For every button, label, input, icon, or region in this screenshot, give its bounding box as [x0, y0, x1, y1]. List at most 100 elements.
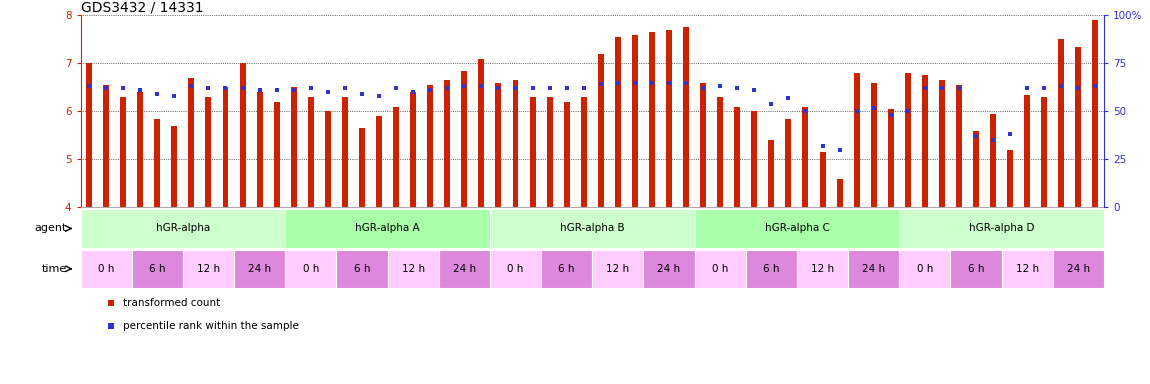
- Bar: [120, 97, 126, 207]
- Bar: [291, 88, 297, 207]
- Bar: [427, 85, 434, 207]
- Text: 0 h: 0 h: [507, 264, 523, 274]
- Bar: [342, 97, 348, 207]
- Bar: [439, 250, 490, 288]
- Bar: [1058, 40, 1065, 207]
- Bar: [746, 250, 797, 288]
- Text: hGR-alpha C: hGR-alpha C: [765, 223, 829, 233]
- Bar: [649, 32, 655, 207]
- Text: 12 h: 12 h: [197, 264, 220, 274]
- Text: hGR-alpha B: hGR-alpha B: [560, 223, 624, 233]
- Bar: [86, 63, 92, 207]
- Bar: [1053, 250, 1104, 288]
- Bar: [785, 119, 791, 207]
- Bar: [1075, 46, 1081, 207]
- Bar: [734, 107, 741, 207]
- Text: GDS3432 / 14331: GDS3432 / 14331: [81, 0, 204, 14]
- Bar: [478, 59, 484, 207]
- Text: 0 h: 0 h: [712, 264, 728, 274]
- Bar: [529, 97, 536, 207]
- Bar: [797, 250, 849, 288]
- Bar: [546, 97, 553, 207]
- Text: transformed count: transformed count: [123, 298, 221, 308]
- Text: 0 h: 0 h: [302, 264, 319, 274]
- Bar: [950, 250, 1002, 288]
- Bar: [81, 209, 285, 248]
- Bar: [956, 85, 963, 207]
- Text: 6 h: 6 h: [968, 264, 984, 274]
- Bar: [376, 116, 382, 207]
- Text: 6 h: 6 h: [559, 264, 575, 274]
- Bar: [751, 111, 758, 207]
- Bar: [206, 97, 212, 207]
- Bar: [615, 37, 621, 207]
- Bar: [256, 92, 262, 207]
- Bar: [222, 88, 229, 207]
- Bar: [359, 128, 365, 207]
- Bar: [581, 97, 586, 207]
- Bar: [104, 85, 109, 207]
- Text: 24 h: 24 h: [862, 264, 886, 274]
- Bar: [683, 27, 689, 207]
- Text: hGR-alpha A: hGR-alpha A: [355, 223, 420, 233]
- Text: 6 h: 6 h: [150, 264, 166, 274]
- Bar: [1025, 94, 1030, 207]
- Text: hGR-alpha: hGR-alpha: [155, 223, 210, 233]
- Text: 12 h: 12 h: [811, 264, 834, 274]
- Text: 12 h: 12 h: [401, 264, 424, 274]
- Bar: [592, 250, 644, 288]
- Bar: [137, 92, 144, 207]
- Bar: [888, 109, 894, 207]
- Bar: [644, 250, 695, 288]
- Bar: [899, 209, 1104, 248]
- Bar: [183, 250, 235, 288]
- Bar: [922, 75, 928, 207]
- Bar: [718, 97, 723, 207]
- Text: percentile rank within the sample: percentile rank within the sample: [123, 321, 299, 331]
- Bar: [836, 179, 843, 207]
- Bar: [81, 250, 132, 288]
- Text: 0 h: 0 h: [98, 264, 114, 274]
- Bar: [285, 209, 490, 248]
- Bar: [461, 71, 467, 207]
- Bar: [1007, 150, 1013, 207]
- Bar: [871, 83, 876, 207]
- Text: 24 h: 24 h: [1067, 264, 1090, 274]
- Bar: [631, 35, 638, 207]
- Bar: [768, 140, 774, 207]
- Bar: [820, 152, 826, 207]
- Bar: [496, 83, 501, 207]
- Bar: [239, 63, 246, 207]
- Text: 6 h: 6 h: [354, 264, 370, 274]
- Bar: [973, 131, 979, 207]
- Text: 12 h: 12 h: [606, 264, 629, 274]
- Bar: [1041, 97, 1048, 207]
- Bar: [666, 30, 672, 207]
- Bar: [990, 114, 996, 207]
- Bar: [899, 250, 950, 288]
- Bar: [411, 92, 416, 207]
- Text: 24 h: 24 h: [248, 264, 271, 274]
- Bar: [154, 119, 160, 207]
- Bar: [393, 107, 399, 207]
- Text: 6 h: 6 h: [764, 264, 780, 274]
- Bar: [337, 250, 388, 288]
- Bar: [598, 54, 604, 207]
- Bar: [695, 250, 745, 288]
- Bar: [189, 78, 194, 207]
- Text: agent: agent: [34, 223, 67, 233]
- Bar: [490, 209, 695, 248]
- Bar: [308, 97, 314, 207]
- Text: time: time: [41, 264, 67, 274]
- Bar: [274, 102, 279, 207]
- Bar: [700, 83, 706, 207]
- Bar: [905, 73, 911, 207]
- Bar: [853, 73, 860, 207]
- Bar: [132, 250, 183, 288]
- Text: 24 h: 24 h: [453, 264, 476, 274]
- Bar: [285, 250, 337, 288]
- Bar: [695, 209, 899, 248]
- Text: hGR-alpha D: hGR-alpha D: [969, 223, 1034, 233]
- Bar: [490, 250, 542, 288]
- Bar: [388, 250, 439, 288]
